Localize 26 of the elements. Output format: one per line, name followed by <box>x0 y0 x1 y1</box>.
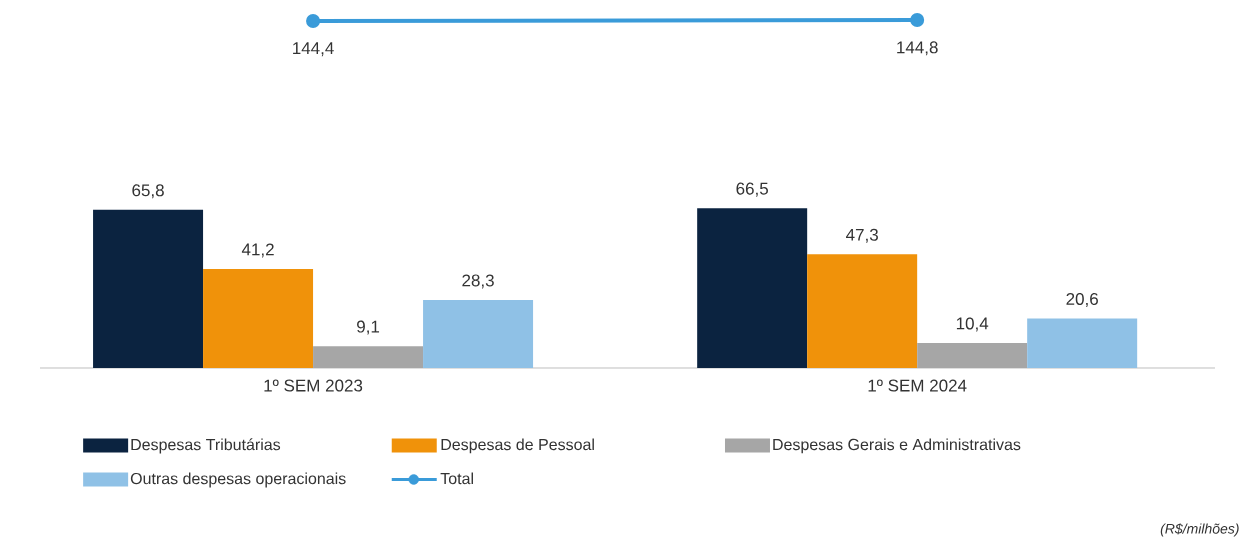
legend-label: Despesas de Pessoal <box>441 438 594 454</box>
data-label: 66,5 <box>736 182 768 197</box>
data-label: 20,6 <box>1066 292 1098 307</box>
bar <box>423 299 534 368</box>
legend-label: Despesas Tributárias <box>131 438 281 454</box>
x-tick-label: 1º SEM 2024 <box>868 379 967 392</box>
data-label: 144,8 <box>897 41 938 56</box>
bar <box>697 208 808 368</box>
x-tick-label: 1º SEM 2023 <box>264 379 363 392</box>
bar <box>807 254 918 368</box>
bar <box>1027 318 1138 368</box>
data-label: 41,2 <box>241 243 274 258</box>
data-label: 47,3 <box>846 228 878 243</box>
data-label: 10,4 <box>956 317 989 332</box>
legend-label: Outras despesas operacionais <box>130 472 346 488</box>
bar <box>203 268 314 368</box>
legend-label: Despesas Gerais e Administrativas <box>773 438 1021 454</box>
legend-label: Total <box>440 472 473 485</box>
data-label: 144,4 <box>293 42 334 57</box>
bar <box>93 209 204 368</box>
text: (R$/milhões) <box>1160 523 1239 537</box>
bar <box>313 346 424 368</box>
data-label: 65,8 <box>132 184 164 199</box>
data-label: 9,1 <box>357 320 380 335</box>
bar <box>917 343 1028 368</box>
data-label: 28,3 <box>462 274 494 289</box>
